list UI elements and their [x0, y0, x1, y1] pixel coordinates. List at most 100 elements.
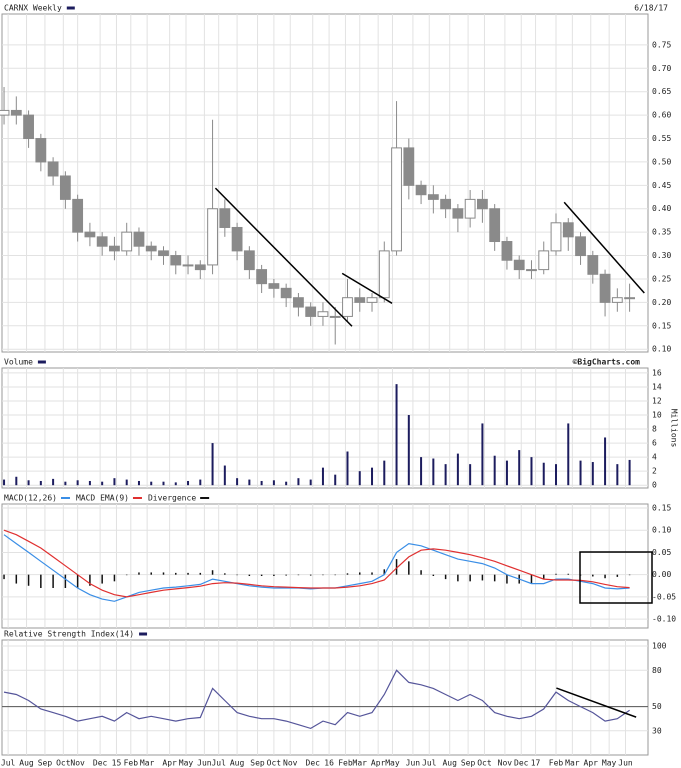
volume-bar	[101, 481, 104, 486]
trendline	[341, 272, 393, 304]
panel-frame	[1, 13, 649, 353]
divergence-bar	[493, 574, 496, 582]
date-label: 6/18/17	[634, 4, 668, 13]
y-tick-label: 14	[652, 382, 662, 391]
divergence-bar	[555, 573, 557, 575]
candle-body	[96, 236, 108, 247]
legend-label: Divergence	[148, 494, 196, 503]
candle-body	[538, 250, 550, 271]
trendline	[563, 201, 645, 294]
candle-body	[501, 241, 513, 261]
candle-body	[526, 269, 537, 272]
source-label: ©BigCharts.com	[573, 357, 641, 367]
volume-bar	[493, 455, 496, 486]
x-tick-label: Aug	[230, 759, 245, 768]
candle-body	[464, 198, 476, 219]
volume-bar	[555, 464, 558, 486]
x-tick-label: Mar	[565, 759, 580, 768]
divergence-bar	[628, 574, 631, 576]
volume-bar	[444, 464, 447, 486]
x-tick-label: 17	[531, 759, 541, 768]
divergence-bar	[199, 572, 202, 575]
candle-body	[0, 109, 10, 116]
x-tick-label: Nov	[283, 759, 298, 768]
panel-frame	[1, 639, 649, 756]
volume-bar	[174, 482, 177, 486]
x-tick-label: Jun	[406, 759, 421, 768]
volume-bar	[162, 481, 165, 486]
divergence-bar	[408, 561, 410, 575]
divergence-bar	[125, 574, 128, 576]
highlight-box	[579, 551, 653, 604]
volume-bar	[591, 462, 594, 486]
volume-bar	[260, 480, 263, 486]
volume-bar	[223, 465, 226, 486]
volume-bar	[52, 478, 55, 486]
legend-label: MACD(12,26)	[4, 494, 57, 503]
candle-body	[513, 259, 525, 271]
y-tick-label: 12	[652, 396, 662, 405]
divergence-bar	[469, 574, 471, 582]
divergence-bar	[3, 574, 5, 580]
unit-label: Millions	[670, 409, 679, 448]
candle-body	[84, 231, 96, 238]
volume-bar	[371, 467, 374, 486]
candle-body	[72, 198, 84, 233]
volume-bar	[407, 415, 410, 486]
divergence-bar	[432, 574, 435, 576]
volume-bar	[604, 437, 607, 486]
y-tick-label: 0.10	[652, 526, 671, 535]
volume-bar	[456, 453, 459, 486]
divergence-bar	[506, 574, 508, 584]
candle-body	[477, 198, 488, 210]
volume-bar	[432, 458, 435, 486]
volume-bar	[358, 471, 361, 486]
candle-body	[354, 297, 366, 303]
y-tick-label: 0.65	[652, 87, 671, 96]
candle-body	[427, 194, 439, 200]
volume-bar	[346, 451, 349, 486]
divergence-bar	[211, 570, 214, 575]
x-tick-label: Mar	[140, 759, 155, 768]
divergence-bar	[285, 574, 287, 576]
x-tick-label: Jun	[197, 759, 212, 768]
y-tick-label: 8	[652, 425, 657, 434]
y-tick-label: 10	[652, 411, 662, 420]
candle-body	[219, 208, 231, 228]
divergence-bar	[542, 574, 545, 580]
volume-bar	[272, 480, 275, 486]
x-tick-label: Oct	[477, 759, 492, 768]
volume-bar	[39, 480, 42, 486]
candle-body	[243, 250, 255, 271]
x-tick-label: Dec	[514, 759, 529, 768]
y-tick-label: 0.30	[652, 251, 671, 260]
candle-body	[23, 114, 34, 140]
volume-bar	[211, 443, 214, 486]
volume-bar	[530, 457, 533, 486]
volume-bar	[542, 462, 545, 486]
candle-body	[317, 311, 329, 317]
trendline	[556, 687, 637, 718]
candle-body	[109, 245, 120, 252]
divergence-bar	[444, 574, 447, 580]
divergence-bar	[395, 559, 398, 575]
x-tick-label: Apr	[371, 759, 386, 768]
divergence-bar	[273, 574, 275, 576]
volume-bar	[285, 481, 288, 486]
x-tick-label: May	[179, 759, 194, 768]
divergence-bar	[162, 572, 165, 575]
panel-title: Volume	[4, 358, 33, 367]
divergence-bar	[297, 574, 300, 576]
divergence-bar	[187, 572, 189, 575]
volume-bar	[481, 423, 484, 486]
candle-body	[342, 297, 353, 317]
x-tick-label: 16	[324, 759, 334, 768]
y-tick-label: 0.70	[652, 64, 671, 73]
y-tick-label: 0.15	[652, 321, 671, 330]
candle-body	[47, 161, 59, 177]
panel-frame	[1, 367, 649, 489]
x-tick-label: Apr	[584, 759, 599, 768]
x-tick-label: Feb	[124, 759, 139, 768]
volume-bar	[628, 459, 631, 486]
y-tick-label: 0.75	[652, 40, 671, 49]
